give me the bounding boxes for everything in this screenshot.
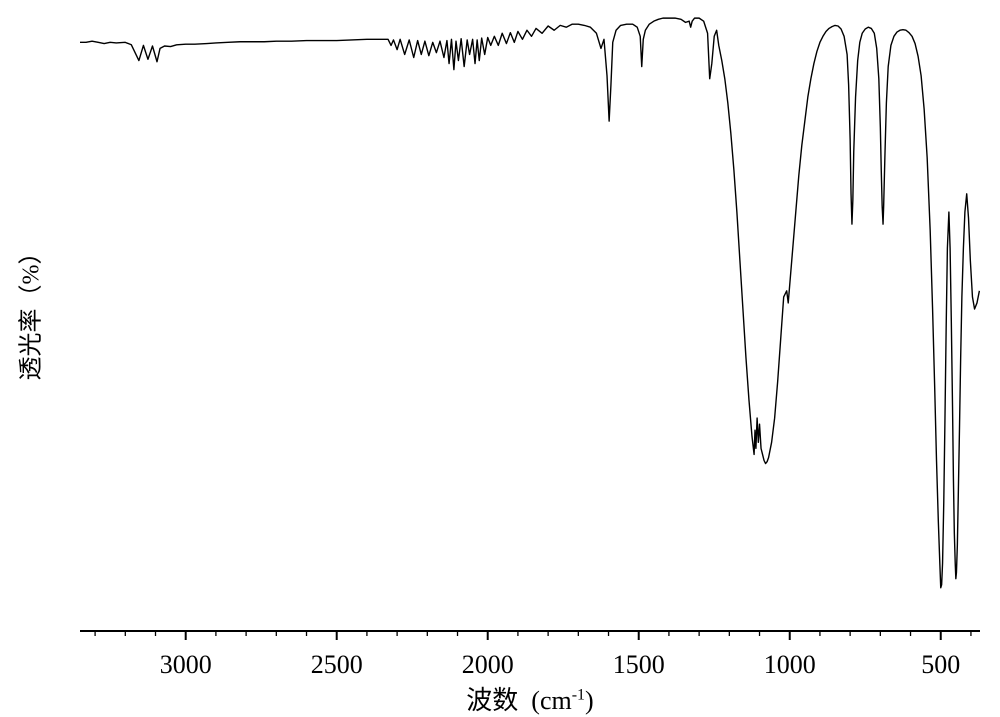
figure: 透光率（%） 3000 2500 2000 1500 1000 500 波数 (cm-1) bbox=[0, 0, 1000, 717]
x-tick-label: 2000 bbox=[462, 650, 514, 680]
y-axis-label-text: 透光率（%） bbox=[11, 240, 46, 380]
x-tick-label: 2500 bbox=[311, 650, 363, 680]
x-tick-label: 1000 bbox=[764, 650, 816, 680]
y-axis-label: 透光率（%） bbox=[8, 0, 48, 620]
spectrum-svg bbox=[80, 6, 980, 612]
plot-area bbox=[80, 6, 980, 612]
spectrum-line bbox=[80, 18, 979, 588]
x-tick-label: 500 bbox=[921, 650, 960, 680]
x-tick-label: 3000 bbox=[160, 650, 212, 680]
x-axis-line-svg bbox=[80, 630, 980, 650]
x-tick-label: 1500 bbox=[613, 650, 665, 680]
x-axis: 30002500200015001000500 波数 (cm-1) bbox=[80, 620, 980, 710]
x-axis-label: 波数 (cm-1) bbox=[80, 680, 980, 717]
